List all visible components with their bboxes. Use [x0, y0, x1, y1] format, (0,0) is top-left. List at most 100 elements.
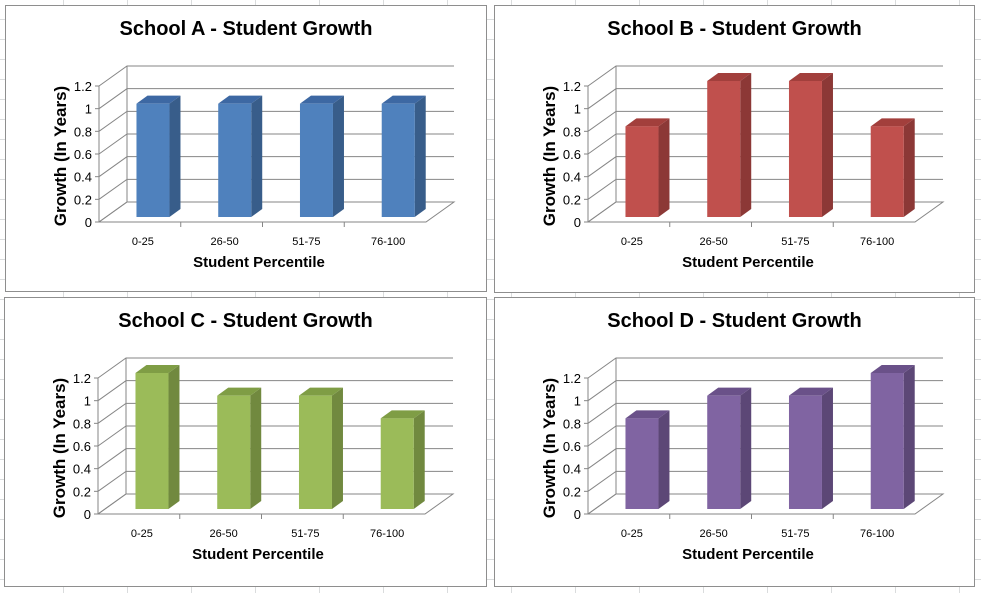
chart-plot: 0 0.2 0.4 0.6 0.8 1 1.2 0-25 26-50 51-75 76-100: [73, 357, 455, 540]
bar-side: [168, 365, 180, 509]
bar-side: [251, 95, 263, 217]
bar-top: [380, 410, 425, 419]
bar-top: [788, 387, 833, 396]
y-tick-label: 0: [574, 215, 581, 230]
y-tick-label: 1.2: [74, 79, 92, 94]
gridline: [587, 65, 943, 87]
y-tick-label: 0.6: [563, 439, 581, 454]
gridline: [587, 88, 943, 110]
x-tick-label: 51-75: [292, 236, 320, 248]
bar-top: [136, 95, 181, 104]
bar: [788, 387, 833, 509]
bar-side: [658, 410, 670, 509]
bar-side: [250, 387, 262, 509]
bar: [135, 365, 180, 509]
bar-top: [788, 73, 833, 81]
bar-front: [870, 126, 904, 217]
bar: [707, 73, 752, 217]
bar: [217, 387, 262, 509]
bar: [870, 365, 915, 509]
y-tick-label: 1.2: [73, 371, 91, 386]
bar: [625, 410, 670, 509]
y-tick-label: 0.4: [563, 170, 581, 185]
y-tick-label: 1.2: [563, 371, 581, 386]
bar-top: [218, 95, 263, 104]
x-tick-label: 51-75: [781, 528, 809, 540]
bar-top: [135, 365, 180, 373]
bar-side: [331, 387, 343, 509]
bar-front: [625, 418, 659, 509]
bar-side: [169, 95, 181, 217]
x-tick-label: 0-25: [132, 236, 154, 248]
bar-front: [217, 395, 251, 509]
chart-plot: 0 0.2 0.4 0.6 0.8 1 1.2 0-25 26-50 51-75 76-100: [563, 65, 945, 248]
bar: [381, 95, 426, 217]
x-axis-title: Student Percentile: [682, 546, 814, 563]
chart-title: School C - Student Growth: [118, 310, 373, 332]
x-tick-label: 76-100: [371, 236, 405, 248]
bar-top: [870, 365, 915, 373]
bar: [788, 73, 833, 217]
x-tick-label: 51-75: [781, 236, 809, 248]
bar-top: [707, 387, 752, 396]
x-tick-label: 76-100: [860, 236, 894, 248]
x-tick-label: 0-25: [131, 528, 153, 540]
y-tick-label: 0.4: [74, 170, 92, 185]
bar-top: [298, 387, 343, 396]
x-tick-label: 26-50: [210, 528, 238, 540]
x-tick-label: 76-100: [370, 528, 404, 540]
y-tick-label: 0: [85, 215, 92, 230]
bar-side: [821, 73, 833, 217]
bar-top: [381, 95, 426, 104]
y-tick-label: 0: [574, 507, 581, 522]
x-tick-label: 51-75: [291, 528, 319, 540]
chart-title: School B - Student Growth: [607, 18, 862, 40]
bar-top: [625, 118, 670, 127]
bar: [625, 118, 670, 217]
bar: [218, 95, 263, 217]
bar-side: [332, 95, 344, 217]
bar: [870, 118, 915, 217]
chart-school-d: 0 0.2 0.4 0.6 0.8 1 1.2 0-25 26-50 51-75 76-100 Sc…: [494, 297, 975, 587]
bar-front: [218, 103, 252, 217]
bar-side: [903, 365, 915, 509]
y-tick-label: 0.2: [563, 192, 581, 207]
bar-top: [870, 118, 915, 127]
bar-front: [381, 103, 415, 217]
chart-title: School A - Student Growth: [119, 18, 373, 40]
bar-side: [740, 387, 752, 509]
bar-side: [821, 387, 833, 509]
x-axis-title: Student Percentile: [192, 546, 324, 563]
bar: [380, 410, 425, 509]
y-axis-title: Growth (In Years): [540, 377, 559, 519]
x-tick-label: 0-25: [621, 236, 643, 248]
y-tick-label: 1: [85, 102, 92, 117]
bar-front: [707, 81, 741, 217]
bar-front: [135, 373, 169, 509]
bar: [299, 95, 344, 217]
y-tick-label: 0.4: [563, 462, 581, 477]
y-tick-label: 0.8: [73, 416, 91, 431]
y-tick-label: 0.6: [74, 147, 92, 162]
x-tick-label: 26-50: [700, 236, 728, 248]
chart-school-c: 0 0.2 0.4 0.6 0.8 1 1.2 0-25 26-50 51-75 76-100 Sc…: [4, 297, 487, 587]
bar-top: [299, 95, 344, 104]
chart-school-a: 0 0.2 0.4 0.6 0.8 1 1.2 0-25 26-50 51-75 76-100 Sc…: [5, 5, 487, 292]
y-axis-title: Growth (In Years): [540, 85, 559, 227]
x-tick-label: 76-100: [860, 528, 894, 540]
y-tick-label: 1: [84, 394, 91, 409]
y-tick-label: 1: [574, 102, 581, 117]
bar-front: [707, 395, 741, 509]
bar-front: [136, 103, 170, 217]
y-tick-label: 0.6: [563, 147, 581, 162]
y-tick-label: 0.8: [74, 124, 92, 139]
bar: [298, 387, 343, 509]
x-tick-label: 26-50: [700, 528, 728, 540]
y-tick-label: 0.2: [563, 484, 581, 499]
bar-front: [299, 103, 333, 217]
y-tick-label: 1.2: [563, 79, 581, 94]
bar: [707, 387, 752, 509]
bar: [136, 95, 181, 217]
y-tick-label: 0.2: [73, 484, 91, 499]
y-tick-label: 0.8: [563, 124, 581, 139]
